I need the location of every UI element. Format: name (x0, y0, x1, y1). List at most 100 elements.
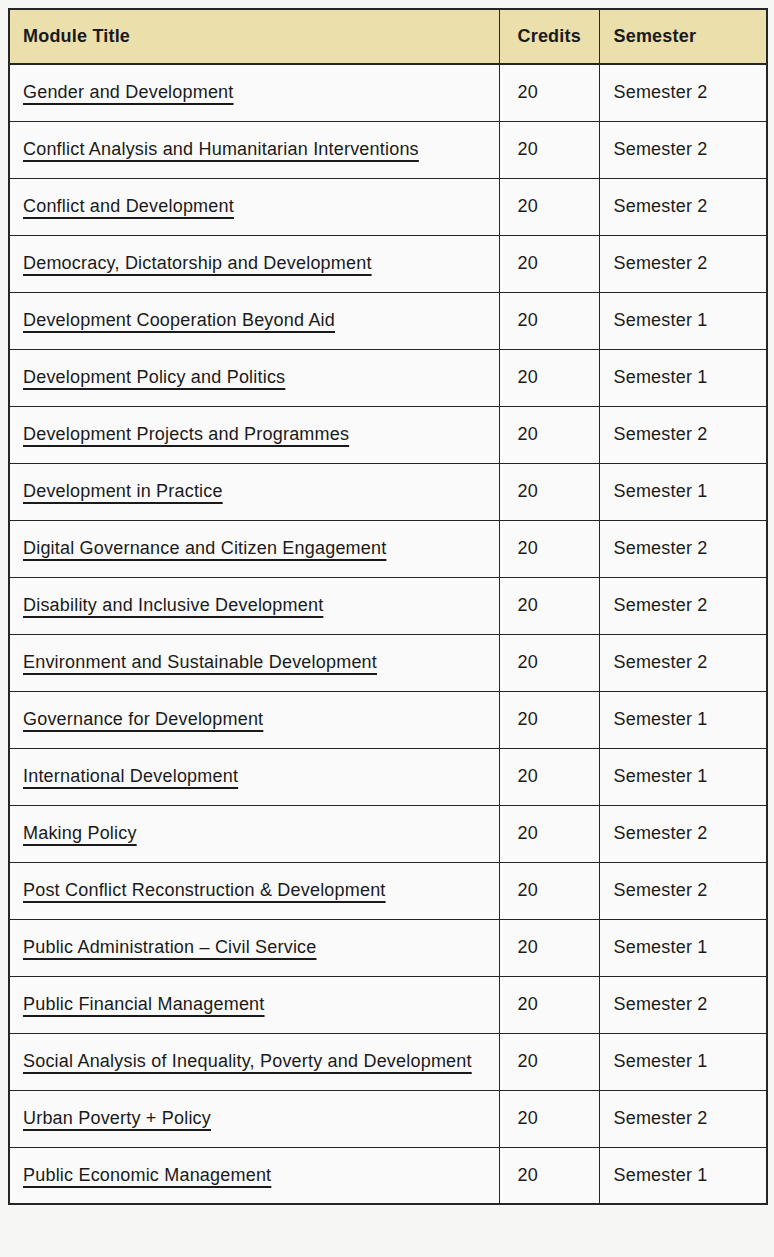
table-row: Public Economic Management 20Semester 1 (9, 1147, 767, 1204)
module-title-cell: Conflict Analysis and Humanitarian Inter… (9, 121, 499, 178)
table-row: Development Policy and Politics 20Semeste… (9, 349, 767, 406)
table-row: Development Cooperation Beyond Aid20Seme… (9, 292, 767, 349)
modules-table: Module Title Credits Semester Gender and… (8, 8, 768, 1205)
table-row: International Development 20Semester 1 (9, 748, 767, 805)
semester-cell: Semester 1 (599, 919, 767, 976)
table-row: Democracy, Dictatorship and Development 2… (9, 235, 767, 292)
semester-cell: Semester 2 (599, 577, 767, 634)
table-row: Post Conflict Reconstruction & Developme… (9, 862, 767, 919)
module-title-cell: Conflict and Development (9, 178, 499, 235)
semester-cell: Semester 2 (599, 862, 767, 919)
table-row: Public Administration – Civil Service 20S… (9, 919, 767, 976)
semester-cell: Semester 1 (599, 292, 767, 349)
module-link[interactable]: Post Conflict Reconstruction & Developme… (23, 880, 386, 900)
module-table-body: Gender and Development20Semester 2Confli… (9, 64, 767, 1204)
credits-cell: 20 (499, 349, 599, 406)
credits-cell: 20 (499, 577, 599, 634)
module-link[interactable]: Development Cooperation Beyond Aid (23, 310, 335, 330)
credits-cell: 20 (499, 235, 599, 292)
module-link[interactable]: Conflict and Development (23, 196, 234, 216)
table-row: Digital Governance and Citizen Engagemen… (9, 520, 767, 577)
table-row: Environment and Sustainable Development 2… (9, 634, 767, 691)
table-row: Development in Practice 20Semester 1 (9, 463, 767, 520)
semester-cell: Semester 1 (599, 1147, 767, 1204)
table-row: Conflict Analysis and Humanitarian Inter… (9, 121, 767, 178)
module-title-cell: Post Conflict Reconstruction & Developme… (9, 862, 499, 919)
table-row: Governance for Development20Semester 1 (9, 691, 767, 748)
module-link[interactable]: Development in Practice (23, 481, 223, 501)
table-header: Module Title Credits Semester (9, 9, 767, 64)
semester-cell: Semester 1 (599, 748, 767, 805)
credits-cell: 20 (499, 634, 599, 691)
header-semester: Semester (599, 9, 767, 64)
table-row: Gender and Development 20Semester 2 (9, 64, 767, 121)
table-row: Social Analysis of Inequality, Poverty a… (9, 1033, 767, 1090)
credits-cell: 20 (499, 520, 599, 577)
credits-cell: 20 (499, 1147, 599, 1204)
credits-cell: 20 (499, 406, 599, 463)
semester-cell: Semester 2 (599, 805, 767, 862)
credits-cell: 20 (499, 64, 599, 121)
credits-cell: 20 (499, 805, 599, 862)
module-link[interactable]: Disability and Inclusive Development (23, 595, 323, 615)
semester-cell: Semester 1 (599, 1033, 767, 1090)
module-link[interactable]: Development Projects and Programmes (23, 424, 349, 444)
module-title-cell: International Development (9, 748, 499, 805)
module-link[interactable]: Social Analysis of Inequality, Poverty a… (23, 1051, 472, 1071)
module-title-cell: Development Cooperation Beyond Aid (9, 292, 499, 349)
table-row: Conflict and Development 20Semester 2 (9, 178, 767, 235)
module-title-cell: Governance for Development (9, 691, 499, 748)
credits-cell: 20 (499, 178, 599, 235)
module-link[interactable]: Democracy, Dictatorship and Development (23, 253, 372, 273)
semester-cell: Semester 2 (599, 976, 767, 1033)
module-link[interactable]: Urban Poverty + Policy (23, 1108, 211, 1128)
module-title-cell: Digital Governance and Citizen Engagemen… (9, 520, 499, 577)
module-link[interactable]: Public Financial Management (23, 994, 265, 1014)
module-link[interactable]: Gender and Development (23, 82, 234, 102)
header-module-title: Module Title (9, 9, 499, 64)
credits-cell: 20 (499, 919, 599, 976)
credits-cell: 20 (499, 976, 599, 1033)
module-link[interactable]: Public Economic Management (23, 1165, 271, 1185)
semester-cell: Semester 2 (599, 178, 767, 235)
credits-cell: 20 (499, 463, 599, 520)
module-link[interactable]: Governance for Development (23, 709, 263, 729)
semester-cell: Semester 1 (599, 349, 767, 406)
module-title-cell: Development Projects and Programmes (9, 406, 499, 463)
table-row: Urban Poverty + Policy 20Semester 2 (9, 1090, 767, 1147)
semester-cell: Semester 2 (599, 520, 767, 577)
table-row: Making Policy 20Semester 2 (9, 805, 767, 862)
module-title-cell: Urban Poverty + Policy (9, 1090, 499, 1147)
module-title-cell: Disability and Inclusive Development (9, 577, 499, 634)
module-link[interactable]: Making Policy (23, 823, 137, 843)
module-title-cell: Development in Practice (9, 463, 499, 520)
table-row: Development Projects and Programmes 20Sem… (9, 406, 767, 463)
module-link[interactable]: Development Policy and Politics (23, 367, 285, 387)
semester-cell: Semester 2 (599, 634, 767, 691)
module-link[interactable]: Environment and Sustainable Development (23, 652, 377, 672)
module-title-cell: Gender and Development (9, 64, 499, 121)
page: Module Title Credits Semester Gender and… (0, 0, 774, 1257)
semester-cell: Semester 2 (599, 235, 767, 292)
module-title-cell: Public Economic Management (9, 1147, 499, 1204)
semester-cell: Semester 2 (599, 1090, 767, 1147)
table-row: Disability and Inclusive Development 20Se… (9, 577, 767, 634)
credits-cell: 20 (499, 691, 599, 748)
semester-cell: Semester 2 (599, 406, 767, 463)
module-title-cell: Democracy, Dictatorship and Development (9, 235, 499, 292)
credits-cell: 20 (499, 121, 599, 178)
credits-cell: 20 (499, 862, 599, 919)
semester-cell: Semester 2 (599, 64, 767, 121)
module-title-cell: Making Policy (9, 805, 499, 862)
credits-cell: 20 (499, 1090, 599, 1147)
credits-cell: 20 (499, 1033, 599, 1090)
module-link[interactable]: Digital Governance and Citizen Engagemen… (23, 538, 386, 558)
semester-cell: Semester 2 (599, 121, 767, 178)
module-link[interactable]: International Development (23, 766, 238, 786)
module-link[interactable]: Public Administration – Civil Service (23, 937, 317, 957)
semester-cell: Semester 1 (599, 463, 767, 520)
credits-cell: 20 (499, 748, 599, 805)
module-title-cell: Development Policy and Politics (9, 349, 499, 406)
module-link[interactable]: Conflict Analysis and Humanitarian Inter… (23, 139, 419, 159)
header-credits: Credits (499, 9, 599, 64)
